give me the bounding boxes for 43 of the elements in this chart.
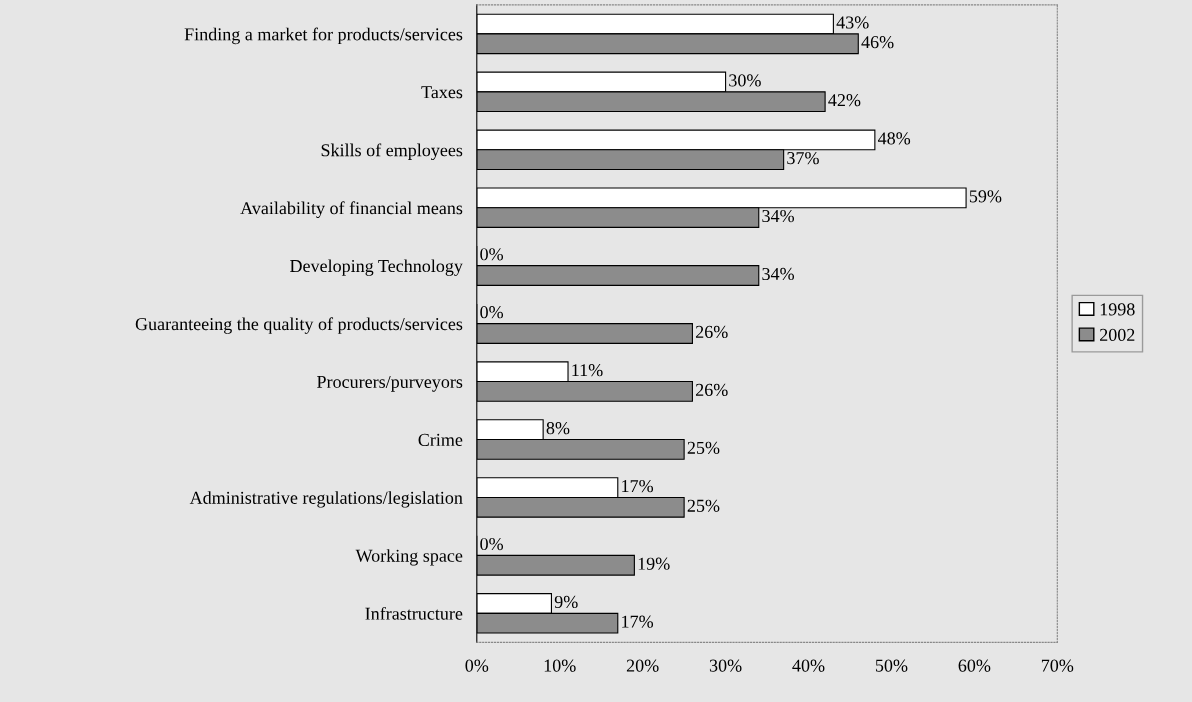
x-tick-label: 30% xyxy=(709,659,742,672)
y-tick-label: Availability of financial means xyxy=(240,201,463,218)
data-label: 17% xyxy=(622,479,654,493)
data-label: 42% xyxy=(828,94,861,107)
y-tick-label: Procurers/purveyors xyxy=(317,375,463,392)
y-tick-label: Developing Technology xyxy=(290,259,463,276)
y-tick-label: Guaranteeing the quality of products/services xyxy=(135,317,463,334)
x-tick-label: 10% xyxy=(544,659,576,672)
data-label: 8% xyxy=(546,422,570,435)
y-tick-label: Crime xyxy=(418,433,463,446)
data-label: 37% xyxy=(787,151,819,165)
data-label: 0% xyxy=(480,306,504,319)
data-label: 26% xyxy=(695,325,728,339)
legend-label: 1998 xyxy=(1100,303,1135,316)
y-tick-label: Administrative regulations/legislation xyxy=(189,491,463,508)
legend-label: 2002 xyxy=(1100,328,1135,341)
y-tick-label: Working space xyxy=(355,549,463,566)
data-label: 9% xyxy=(554,595,578,609)
data-label: 25% xyxy=(687,499,720,512)
data-label: 34% xyxy=(762,267,795,281)
x-tick-label: 60% xyxy=(958,659,991,672)
data-label: 59% xyxy=(969,190,1002,203)
data-label: 19% xyxy=(638,557,670,570)
x-tick-label: 70% xyxy=(1041,659,1074,672)
data-label: 43% xyxy=(836,16,869,29)
data-label: 46% xyxy=(861,36,894,49)
y-tick-label: Taxes xyxy=(421,86,463,99)
data-label: 48% xyxy=(877,132,911,145)
data-label: 26% xyxy=(695,383,728,396)
y-tick-label: Infrastructure xyxy=(365,606,463,620)
y-tick-label: Finding a market for products/services xyxy=(184,27,463,45)
data-label: 11% xyxy=(572,364,603,377)
data-label: 25% xyxy=(687,441,720,454)
x-tick-label: 50% xyxy=(875,659,908,672)
data-label: 0% xyxy=(480,248,504,261)
x-tick-label: 20% xyxy=(626,659,659,672)
data-label: 34% xyxy=(762,209,795,223)
data-label: 17% xyxy=(622,615,654,628)
y-tick-label: Skills of employees xyxy=(321,143,463,161)
x-tick-label: 40% xyxy=(792,659,825,672)
data-label: 30% xyxy=(729,74,761,87)
x-tick-label: 0% xyxy=(465,659,489,672)
data-label: 0% xyxy=(480,537,504,551)
